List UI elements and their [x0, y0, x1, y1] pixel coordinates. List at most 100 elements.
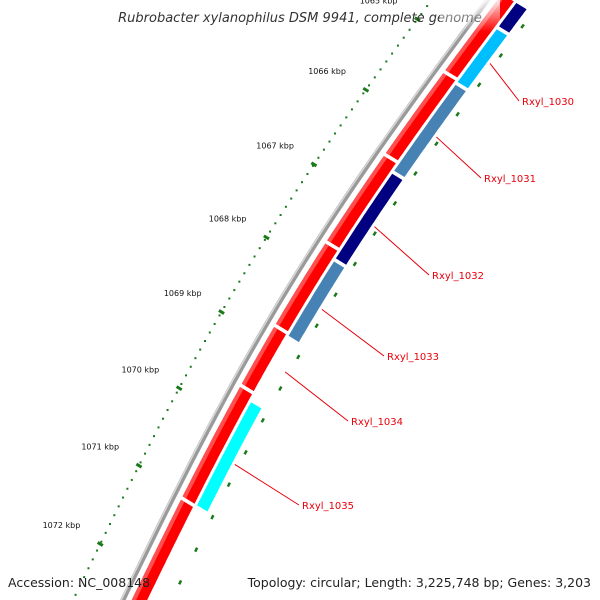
inner-tick: [178, 579, 183, 585]
reverse-gene-bar: [498, 3, 527, 33]
minor-tick: [322, 148, 325, 151]
minor-tick: [396, 44, 399, 47]
inner-tick: [413, 170, 418, 176]
minor-tick: [290, 197, 293, 200]
inner-tick: [210, 514, 215, 520]
minor-tick: [233, 289, 236, 292]
inner-tick: [226, 482, 231, 488]
minor-tick: [185, 374, 188, 377]
minor-tick: [130, 478, 133, 481]
minor-tick: [402, 36, 405, 39]
gene-leader-line: [284, 371, 349, 422]
reverse-gene-bar: [457, 29, 507, 89]
inner-tick: [498, 53, 504, 59]
tick-label: 1069 kbp: [164, 289, 202, 298]
minor-tick: [157, 426, 160, 429]
inner-tick: [314, 323, 319, 329]
major-tick: [218, 309, 225, 315]
gene-label: Rxyl_1032: [432, 271, 484, 282]
reverse-gene-bar: [335, 173, 403, 265]
backbone-highlight: [120, 0, 487, 600]
minor-tick: [269, 230, 272, 233]
minor-tick: [279, 214, 282, 217]
minor-tick: [345, 116, 348, 119]
minor-tick: [414, 20, 417, 23]
tick-marks: [74, 5, 429, 596]
major-tick: [310, 161, 318, 168]
tick-label: 1067 kbp: [256, 141, 294, 150]
forward-gene-highlight: [327, 156, 388, 243]
minor-tick: [306, 173, 309, 176]
minor-tick: [139, 461, 142, 464]
minor-tick: [74, 593, 77, 596]
inner-tick: [296, 354, 301, 360]
tick-label: 1068 kbp: [209, 214, 247, 223]
minor-tick: [117, 505, 120, 508]
minor-tick: [96, 549, 99, 552]
inner-tick: [243, 449, 248, 455]
tick-labels: 1065 kbp 1066 kbp 1067 kbp 1068 kbp 1069 kbp…: [43, 0, 398, 530]
minor-tick: [113, 514, 116, 517]
minor-tick: [248, 263, 251, 266]
minor-tick: [385, 60, 388, 63]
minor-tick: [420, 12, 423, 15]
reverse-gene-bar: [288, 261, 345, 343]
forward-gene-arrow: [275, 243, 338, 332]
gene-leader-line: [489, 63, 520, 102]
accession-text: Accession: NC_008148: [8, 575, 151, 590]
forward-gene-arrow: [241, 327, 286, 392]
minor-tick: [194, 357, 197, 360]
reverse-strand-track: [197, 3, 527, 512]
minor-tick: [223, 305, 226, 308]
genome-backbone: [120, 0, 491, 600]
tick-label: 1065 kbp: [360, 0, 398, 5]
tick-label: 1070 kbp: [122, 365, 160, 374]
minor-tick: [317, 156, 320, 159]
minor-tick: [171, 400, 174, 403]
reverse-gene-bar: [197, 402, 262, 512]
minor-tick: [339, 124, 342, 127]
gene-leader-line: [436, 136, 482, 179]
minor-tick: [203, 340, 206, 343]
minor-tick: [263, 238, 266, 241]
minor-tick: [334, 132, 337, 135]
forward-gene-arrow: [385, 73, 456, 161]
inner-tick: [260, 417, 265, 423]
minor-tick: [274, 222, 277, 225]
inner-tick: [520, 23, 525, 29]
minor-tick: [284, 205, 287, 208]
major-tick: [362, 86, 370, 93]
top-fade: [440, 0, 500, 32]
minor-tick: [126, 487, 129, 490]
reverse-gene-bar: [394, 84, 466, 177]
minor-tick: [208, 331, 211, 334]
tick-label: 1066 kbp: [308, 67, 346, 76]
minor-tick: [108, 523, 111, 526]
minor-tick: [166, 409, 169, 412]
minor-tick: [368, 84, 371, 87]
major-tick: [263, 234, 270, 241]
minor-tick: [100, 540, 103, 543]
inner-tick-marks: [178, 23, 525, 585]
topology-text: Topology: circular; Length: 3,225,748 bp…: [247, 575, 591, 590]
major-tick: [414, 16, 421, 23]
inner-tick: [333, 292, 338, 298]
minor-tick: [135, 470, 138, 473]
minor-tick: [148, 443, 151, 446]
minor-tick: [295, 189, 298, 192]
gene-leader-line: [374, 226, 430, 276]
backbone-line: [120, 0, 491, 600]
forward-gene-highlight: [385, 73, 447, 156]
major-tick: [135, 462, 143, 469]
minor-tick: [350, 108, 353, 111]
minor-tick: [243, 272, 246, 275]
minor-tick: [175, 391, 178, 394]
minor-tick: [91, 558, 94, 561]
gene-leader-line: [234, 464, 300, 506]
gene-label: Rxyl_1030: [522, 97, 574, 108]
inner-tick: [476, 82, 482, 88]
inner-tick: [372, 231, 377, 237]
minor-tick: [426, 5, 429, 8]
minor-tick: [218, 314, 221, 317]
minor-tick: [391, 52, 394, 55]
